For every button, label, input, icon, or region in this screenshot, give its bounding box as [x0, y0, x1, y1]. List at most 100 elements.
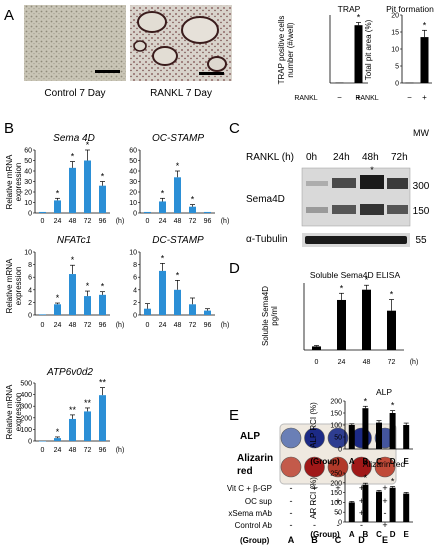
bar	[54, 438, 61, 441]
chart-elisa: Soluble Sema4D ELISA Soluble Sema4D pg/ml 0…	[261, 270, 418, 366]
significance-star: *	[101, 282, 105, 292]
significance-star: *	[161, 253, 165, 263]
bar	[337, 299, 346, 350]
plate-sign: +	[359, 508, 364, 518]
y-tick-label: 15	[391, 30, 399, 37]
x-tick-label: 72	[84, 322, 92, 329]
significance-star: *	[101, 172, 105, 182]
significance-star: *	[365, 275, 369, 285]
y-axis-label: Total pit area (%)	[364, 19, 373, 80]
bar	[362, 289, 371, 350]
plate-sign: +	[359, 483, 364, 493]
y-axis-label: expression	[14, 163, 23, 202]
plate-sign: +	[382, 520, 387, 530]
bar	[69, 274, 76, 315]
bar	[376, 422, 382, 449]
alizarin-well	[280, 456, 302, 478]
significance-star: *	[364, 473, 368, 483]
chart-ar: Alizarin red 0 50 100 150 200 250 AR RCI (%) A * B…	[309, 459, 413, 539]
x-tick-label: 24	[54, 447, 62, 454]
bar	[335, 82, 344, 84]
y-tick-label: 0	[28, 439, 32, 446]
x-tick-label: 0	[146, 322, 150, 329]
y-tick-label: 50	[24, 158, 32, 165]
y-tick-label: 200	[20, 415, 32, 422]
alizarin-well	[327, 456, 349, 478]
chart-pit: Pit formation 0 5 10 15 20 Total pit area (%) −…	[355, 4, 434, 102]
panel-label-e: E	[229, 407, 239, 424]
bar	[159, 270, 166, 315]
x-tick-label: 48	[174, 322, 182, 329]
x-tick-label: 96	[99, 218, 107, 225]
bar	[405, 82, 414, 84]
bar	[174, 177, 181, 213]
bar	[389, 487, 396, 522]
blot-mw-label: MW	[413, 128, 429, 138]
bar	[99, 395, 106, 441]
panel-label-c: C	[229, 120, 240, 137]
y-axis-label: number (#/well)	[286, 22, 295, 77]
plate-condition-label: xSema mAb	[228, 509, 272, 518]
bar	[54, 200, 61, 213]
significance-star: *	[176, 161, 180, 171]
x-axis-unit: (h)	[221, 322, 230, 329]
x-tick-label: +	[422, 93, 427, 102]
plate-group-letter: D	[358, 535, 365, 545]
significance-star: **	[99, 378, 107, 388]
chart-alp: ALP 0 50 100 150 200 ALP RCI (%) A * B C * D E (Group)	[309, 387, 413, 466]
plate-condition-label: Control Ab	[235, 521, 273, 530]
bar	[387, 310, 396, 350]
y-tick-label: 300	[20, 404, 32, 411]
y-axis-label: expression	[14, 267, 23, 306]
y-tick-label: 60	[129, 148, 137, 155]
plate-sign: -	[337, 508, 340, 518]
y-tick-label: 100	[330, 500, 342, 507]
x-tick-label: E	[404, 530, 410, 539]
significance-star: *	[364, 396, 368, 406]
plate-sign: +	[382, 496, 387, 506]
x-axis-unit: (h)	[410, 359, 419, 366]
plate-sign: -	[290, 508, 293, 518]
x-tick-label: C	[376, 530, 382, 539]
bar	[312, 346, 321, 350]
y-tick-label: 2	[28, 300, 32, 307]
bar	[403, 493, 410, 522]
significance-star: *	[390, 290, 394, 300]
x-tick-label: 72	[388, 359, 396, 366]
bar	[84, 296, 91, 315]
y-tick-label: 200	[330, 480, 342, 487]
y-tick-label: 0	[395, 81, 399, 88]
bar	[362, 484, 369, 522]
bar	[69, 418, 76, 441]
alizarin-well	[374, 456, 396, 478]
x-tick-label: B	[363, 457, 369, 466]
plate-sign: -	[313, 520, 316, 530]
chart-atp: ATP6v0d2 0 100 200 300 400 500 Relative mRNA exp…	[5, 367, 124, 454]
x-axis-unit: (h)	[116, 447, 125, 454]
x-tick-label: 24	[338, 359, 346, 366]
plate-group-label: (Group)	[240, 536, 270, 545]
x-tick-label: 0	[315, 359, 319, 366]
y-tick-label: 5	[395, 64, 399, 71]
x-tick-label: E	[404, 457, 410, 466]
x-tick-label: 96	[204, 322, 212, 329]
bar	[362, 408, 369, 449]
x-tick-label: A	[349, 457, 355, 466]
blot-lane-24h: 24h	[333, 152, 350, 163]
panel-label-b: B	[4, 120, 14, 137]
plate-sign: -	[384, 508, 387, 518]
chart-title: NFATc1	[57, 235, 91, 246]
blot-lane-72h: 72h	[391, 152, 408, 163]
plate-sign: +	[382, 483, 387, 493]
y-tick-label: 8	[133, 262, 137, 269]
blot-label-sema4d: Sema4D	[246, 194, 285, 205]
chart-title: Pit formation	[386, 4, 434, 14]
y-axis-label: Relative mRNA	[5, 384, 14, 439]
significance-star: *	[423, 20, 427, 30]
y-tick-label: 10	[391, 47, 399, 54]
x-axis-unit: (Group)	[310, 457, 340, 466]
plate-sign: +	[335, 496, 340, 506]
bar	[84, 160, 91, 213]
y-axis-label: ALP RCI (%)	[309, 402, 318, 448]
bar	[39, 314, 46, 315]
